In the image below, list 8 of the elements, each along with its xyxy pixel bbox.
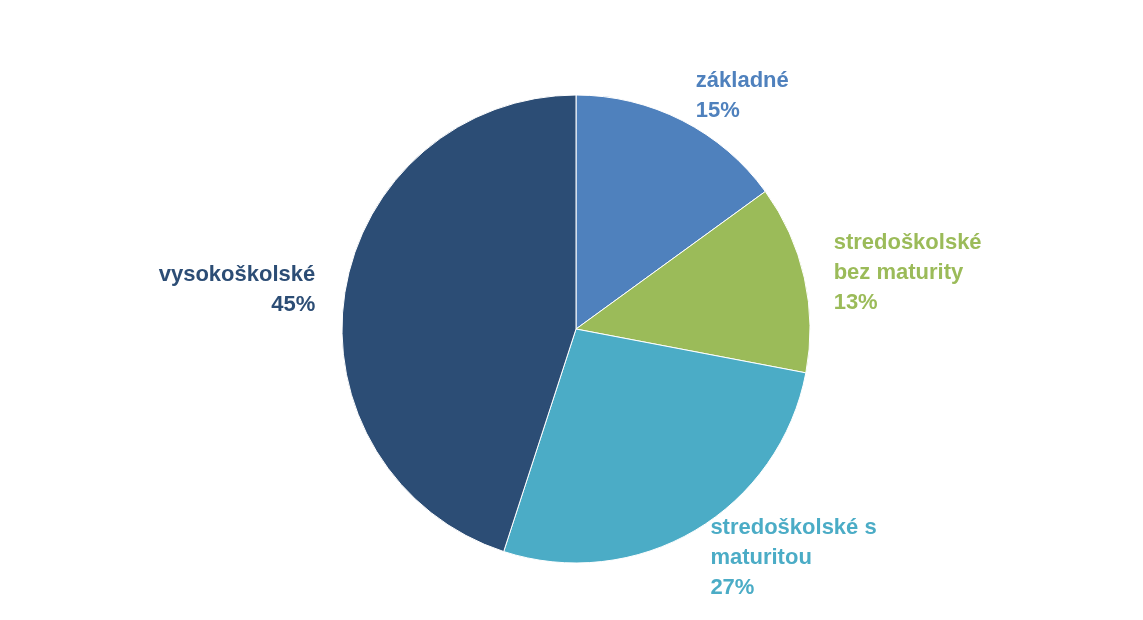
slice-label: stredoškolské s maturitou [710,513,877,569]
slice-label: základné [695,66,789,92]
data-label: 15% [695,96,740,122]
slice-label: vysokoškolské [158,260,316,286]
data-label: 27% [710,573,755,599]
data-label: 45% [271,290,316,316]
slice-label: stredoškolské bez maturity [833,228,982,284]
data-label: 13% [833,288,878,314]
